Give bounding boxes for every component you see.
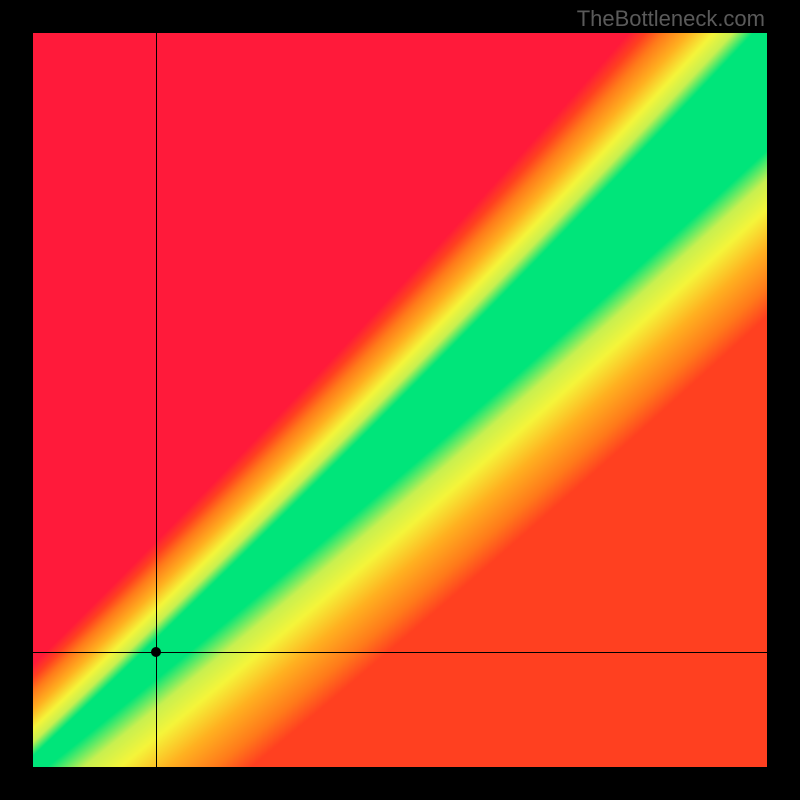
crosshair-marker bbox=[151, 647, 161, 657]
heatmap-plot bbox=[33, 33, 767, 767]
crosshair-horizontal bbox=[33, 652, 767, 653]
heatmap-canvas bbox=[33, 33, 767, 767]
crosshair-vertical bbox=[156, 33, 157, 767]
watermark-text: TheBottleneck.com bbox=[577, 6, 765, 32]
